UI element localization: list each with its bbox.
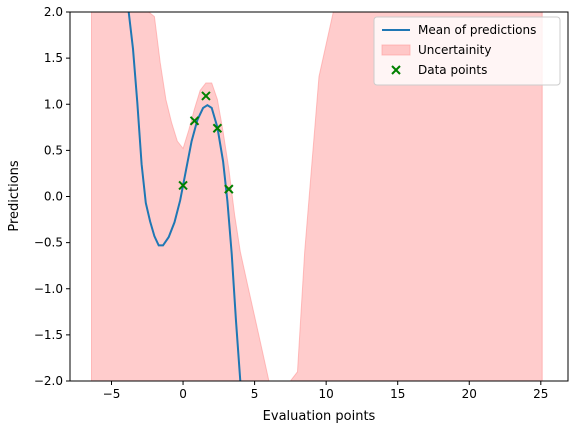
x-tick-label: 10 xyxy=(319,387,334,401)
x-tick-label: 25 xyxy=(533,387,548,401)
y-tick-label: 1.0 xyxy=(44,97,63,111)
x-tick-label: 15 xyxy=(390,387,405,401)
legend-marker-swatch xyxy=(391,65,401,75)
data-point-marker xyxy=(212,123,223,133)
y-tick-label: 0.0 xyxy=(44,190,63,204)
x-tick-label: 20 xyxy=(462,387,477,401)
y-axis-label: Predictions xyxy=(7,160,22,232)
x-tick-label: −5 xyxy=(103,387,121,401)
y-tick-label: −1.0 xyxy=(34,282,63,296)
x-tick-label: 5 xyxy=(251,387,259,401)
y-tick-label: 2.0 xyxy=(44,5,63,19)
y-tick-label: 1.5 xyxy=(44,51,63,65)
y-tick-label: −1.5 xyxy=(34,328,63,342)
data-point-marker xyxy=(178,180,188,191)
data-point-marker xyxy=(224,184,234,194)
x-tick-label: 0 xyxy=(179,387,187,401)
uncertainty-band xyxy=(91,12,543,381)
legend-label: Uncertainity xyxy=(418,43,491,57)
plot-frame xyxy=(69,11,569,382)
legend-label: Mean of predictions xyxy=(418,23,536,37)
legend-box xyxy=(373,16,561,86)
y-tick-label: 0.5 xyxy=(44,143,63,157)
y-tick-label: −2.0 xyxy=(34,374,63,388)
legend-band-swatch xyxy=(381,44,411,56)
data-point-marker xyxy=(201,91,211,101)
legend-label: Data points xyxy=(418,63,487,77)
y-tick-label: −0.5 xyxy=(34,236,63,250)
x-axis-label: Evaluation points xyxy=(263,409,376,423)
data-point-marker xyxy=(189,116,200,126)
